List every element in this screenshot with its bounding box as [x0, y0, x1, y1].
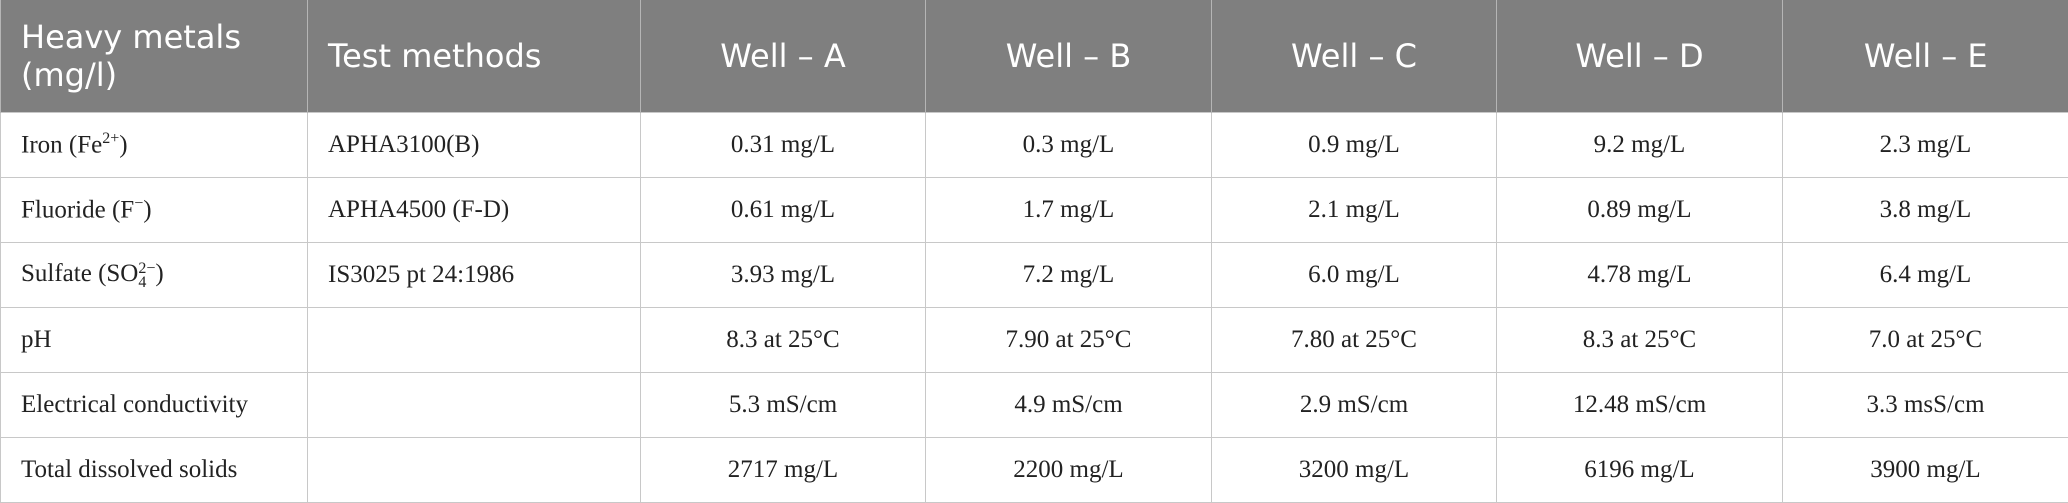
column-header: Well – A: [640, 0, 926, 113]
value-cell: 2.3 mg/L: [1782, 112, 2068, 178]
value-cell: 3.93 mg/L: [640, 242, 926, 308]
method-cell: [307, 372, 641, 438]
value-cell: 5.3 mS/cm: [640, 372, 926, 438]
method-cell: [307, 437, 641, 503]
table-row: Fluoride (F−) APHA4500 (F-D) 0.61 mg/L 1.7 …: [0, 177, 2068, 243]
value-cell: 7.0 at 25°C: [1782, 307, 2068, 373]
table-row: Electrical conductivity 5.3 mS/cm 4.9 mS/c…: [0, 372, 2068, 438]
value-cell: 2717 mg/L: [640, 437, 926, 503]
value-cell: 0.61 mg/L: [640, 177, 926, 243]
parameter-cell: pH: [0, 307, 308, 373]
method-cell: APHA4500 (F-D): [307, 177, 641, 243]
superscript: 2+: [102, 130, 120, 148]
column-header: Well – D: [1496, 0, 1783, 113]
parameter-cell: Iron (Fe2+): [0, 112, 308, 178]
parameter-text: Iron (Fe: [21, 131, 103, 159]
parameter-text: Total dissolved solids: [21, 456, 238, 483]
parameter-text: Fluoride (F: [21, 196, 135, 224]
table-row: pH 8.3 at 25°C 7.90 at 25°C 7.80 at 25°C 8.3…: [0, 307, 2068, 373]
value-cell: 2.1 mg/L: [1211, 177, 1497, 243]
method-cell: APHA3100(B): [307, 112, 641, 178]
superscript: −: [134, 195, 144, 213]
value-cell: 3200 mg/L: [1211, 437, 1497, 503]
value-cell: 3.8 mg/L: [1782, 177, 2068, 243]
parameter-text: Sulfate (SO: [21, 260, 139, 288]
value-cell: 7.90 at 25°C: [925, 307, 1212, 373]
value-cell: 0.3 mg/L: [925, 112, 1212, 178]
parameter-text: Electrical conductivity: [21, 391, 248, 418]
column-header: Test methods: [307, 0, 641, 113]
value-cell: 6.4 mg/L: [1782, 242, 2068, 308]
value-cell: 6.0 mg/L: [1211, 242, 1497, 308]
value-cell: 8.3 at 25°C: [640, 307, 926, 373]
value-cell: 7.80 at 25°C: [1211, 307, 1497, 373]
parameter-tail: ): [119, 131, 128, 159]
method-cell: [307, 307, 641, 373]
value-cell: 9.2 mg/L: [1496, 112, 1783, 178]
value-cell: 1.7 mg/L: [925, 177, 1212, 243]
value-cell: 2.9 mS/cm: [1211, 372, 1497, 438]
value-cell: 3900 mg/L: [1782, 437, 2068, 503]
table-row: Sulfate (SO 2− 4) IS3025 pt 24:1986 3.93 mg/…: [0, 242, 2068, 308]
value-cell: 4.9 mS/cm: [925, 372, 1212, 438]
subscript: 4: [138, 273, 147, 291]
column-header: Heavy metals (mg/l): [0, 0, 308, 113]
table-row: Total dissolved solids 2717 mg/L 2200 mg/L…: [0, 437, 2068, 503]
value-cell: 7.2 mg/L: [925, 242, 1212, 308]
sub-sup: 2− 4: [138, 259, 156, 291]
value-cell: 0.89 mg/L: [1496, 177, 1783, 243]
parameter-tail: ): [155, 260, 164, 288]
parameter-cell: Fluoride (F−): [0, 177, 308, 243]
column-header: Well – C: [1211, 0, 1497, 113]
column-header: Well – B: [925, 0, 1212, 113]
parameter-cell: Sulfate (SO 2− 4): [0, 242, 308, 308]
value-cell: 12.48 mS/cm: [1496, 372, 1783, 438]
table-body: Iron (Fe2+) APHA3100(B) 0.31 mg/L 0.3 mg/L 0…: [0, 112, 2068, 503]
table-row: Iron (Fe2+) APHA3100(B) 0.31 mg/L 0.3 mg/L 0…: [0, 112, 2068, 178]
column-header: Well – E: [1782, 0, 2068, 113]
value-cell: 3.3 msS/cm: [1782, 372, 2068, 438]
value-cell: 4.78 mg/L: [1496, 242, 1783, 308]
parameter-cell: Total dissolved solids: [0, 437, 308, 503]
value-cell: 0.9 mg/L: [1211, 112, 1497, 178]
superscript: 2−: [138, 259, 156, 277]
parameter-text: pH: [21, 326, 52, 353]
method-cell: IS3025 pt 24:1986: [307, 242, 641, 308]
value-cell: 0.31 mg/L: [640, 112, 926, 178]
parameter-cell: Electrical conductivity: [0, 372, 308, 438]
value-cell: 2200 mg/L: [925, 437, 1212, 503]
parameter-tail: ): [143, 196, 152, 224]
value-cell: 8.3 at 25°C: [1496, 307, 1783, 373]
value-cell: 6196 mg/L: [1496, 437, 1783, 503]
